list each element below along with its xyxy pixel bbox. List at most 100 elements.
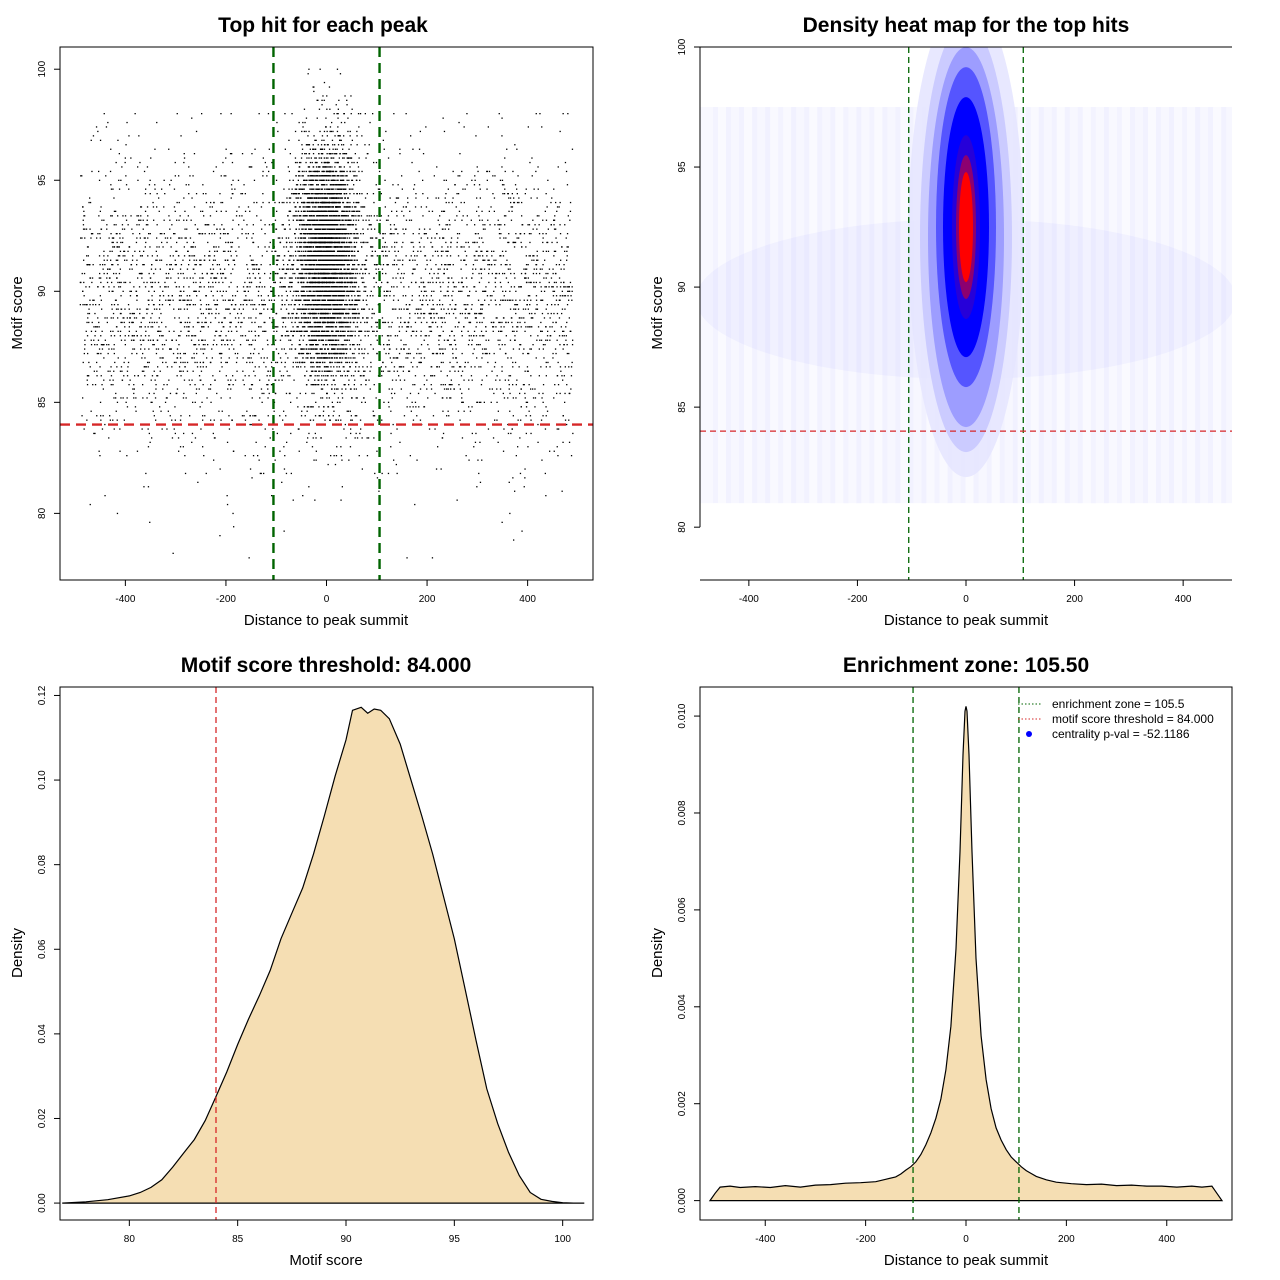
scatter-point <box>208 286 210 288</box>
scatter-point <box>388 388 390 390</box>
scatter-point <box>271 250 273 252</box>
scatter-point <box>82 304 84 306</box>
scatter-point <box>526 299 529 301</box>
scatter-point <box>228 384 230 386</box>
scatter-point <box>192 281 195 284</box>
scatter-point <box>131 335 133 337</box>
scatter-point <box>316 99 318 101</box>
scatter-point <box>179 357 182 359</box>
scatter-point <box>349 157 351 159</box>
scatter-point <box>187 330 189 332</box>
scatter-point <box>195 193 198 195</box>
scatter-point <box>185 237 187 239</box>
scatter-point <box>288 304 290 306</box>
scatter-point <box>142 339 144 341</box>
scatter-point <box>188 379 190 381</box>
scatter-point <box>542 392 544 395</box>
scatter-point <box>465 255 468 257</box>
scatter-point <box>511 206 514 208</box>
scatter-point <box>125 219 128 221</box>
scatter-point <box>500 326 502 328</box>
scatter-point <box>297 179 299 181</box>
scatter-point <box>503 237 505 239</box>
scatter-point <box>478 472 480 475</box>
scatter-point <box>409 406 411 408</box>
scatter-point <box>229 299 231 301</box>
scatter-point <box>194 246 196 248</box>
scatter-point <box>179 290 181 292</box>
scatter-point <box>385 352 387 355</box>
scatter-point <box>124 281 127 284</box>
scatter-point <box>539 272 541 275</box>
scatter-point <box>262 193 264 195</box>
scatter-point <box>220 175 222 177</box>
scatter-point <box>178 308 180 310</box>
scatter-point <box>414 268 416 270</box>
scatter-point <box>528 281 530 284</box>
scatter-point <box>417 348 419 350</box>
scatter-point <box>255 308 257 310</box>
scatter-point <box>116 366 118 368</box>
scatter-point <box>432 415 435 417</box>
scatter-point <box>285 415 287 417</box>
scatter-point <box>128 335 130 337</box>
scatter-point <box>154 188 156 190</box>
scatter-point <box>453 286 455 288</box>
scatter-point <box>106 224 108 226</box>
scatter-point <box>532 255 534 257</box>
scatter-point <box>205 304 208 306</box>
scatter-point <box>294 348 296 350</box>
scatter-point <box>448 228 450 230</box>
scatter-point <box>380 215 382 217</box>
scatter-point <box>554 215 556 217</box>
scatter-point <box>519 344 521 346</box>
scatter-point <box>133 388 135 390</box>
scatter-point <box>276 210 278 212</box>
scatter-point <box>122 317 124 319</box>
scatter-point <box>137 277 139 279</box>
scatter-point <box>336 401 339 403</box>
scatter-point <box>277 326 279 328</box>
scatter-point <box>368 219 370 221</box>
scatter-point <box>183 219 185 221</box>
scatter-point <box>426 295 428 297</box>
scatter-point <box>499 237 501 239</box>
scatter-point <box>254 415 256 417</box>
scatter-point <box>566 321 568 324</box>
scatter-point <box>442 348 444 350</box>
scatter-point <box>278 295 280 297</box>
scatter-point <box>278 379 280 381</box>
scatter-point <box>220 419 222 421</box>
scatter-point <box>115 272 117 275</box>
scatter-point <box>156 246 158 248</box>
scatter-point <box>338 352 340 355</box>
scatter-point <box>493 197 496 199</box>
scatter-point <box>186 304 188 306</box>
scatter-point <box>103 259 105 261</box>
scatter-point <box>434 428 436 430</box>
scatter-point <box>173 428 175 430</box>
scatter-point <box>134 406 137 408</box>
scatter-point <box>418 148 421 150</box>
scatter-point <box>446 290 448 292</box>
scatter-point <box>376 219 378 221</box>
scatter-point <box>558 317 561 319</box>
scatter-point <box>133 335 135 337</box>
scatter-point <box>432 255 434 257</box>
scatter-point <box>115 326 118 328</box>
scatter-point <box>452 281 454 284</box>
scatter-point <box>355 326 357 328</box>
scatter-point <box>110 215 112 217</box>
scatter-point <box>535 281 537 284</box>
scatter-point <box>151 299 153 301</box>
scatter-point <box>529 304 531 306</box>
scatter-point <box>440 250 443 252</box>
scatter-point <box>242 335 244 337</box>
scatter-point <box>269 375 271 377</box>
scatter-point <box>533 268 535 270</box>
scatter-point <box>553 228 556 230</box>
scatter-point <box>292 295 294 297</box>
scatter-point <box>346 246 349 248</box>
scatter-point <box>541 330 543 332</box>
scatter-point <box>256 201 258 204</box>
